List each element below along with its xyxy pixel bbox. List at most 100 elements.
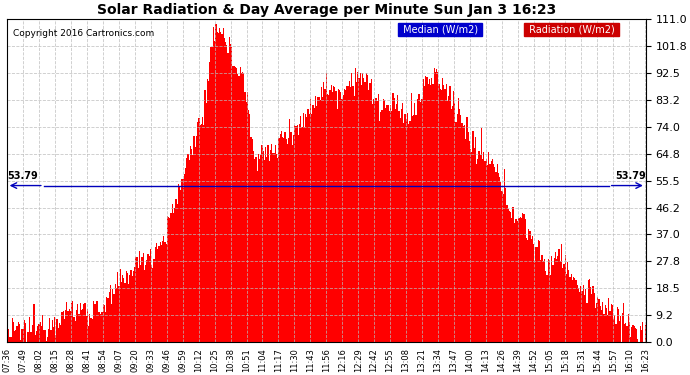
Bar: [631, 327, 633, 342]
Bar: [242, 72, 243, 342]
Bar: [417, 99, 418, 342]
Bar: [486, 159, 487, 342]
Bar: [499, 177, 500, 342]
Bar: [243, 73, 244, 342]
Bar: [174, 209, 175, 342]
Bar: [207, 79, 208, 342]
Bar: [567, 262, 568, 342]
Bar: [356, 81, 357, 342]
Bar: [129, 275, 130, 342]
Bar: [462, 123, 463, 342]
Bar: [292, 145, 293, 342]
Bar: [588, 280, 589, 342]
Bar: [157, 249, 158, 342]
Bar: [164, 242, 166, 342]
Bar: [483, 152, 484, 342]
Bar: [298, 135, 299, 342]
Bar: [50, 330, 52, 342]
Bar: [172, 204, 173, 342]
Bar: [615, 324, 617, 342]
Text: 53.79: 53.79: [615, 171, 646, 181]
Bar: [20, 340, 21, 342]
Bar: [199, 126, 201, 342]
Bar: [333, 86, 334, 342]
Bar: [163, 236, 164, 342]
Bar: [481, 128, 482, 342]
Bar: [630, 337, 631, 342]
Bar: [384, 100, 385, 342]
Bar: [476, 164, 477, 342]
Bar: [438, 84, 440, 342]
Bar: [324, 89, 326, 342]
Bar: [90, 318, 92, 342]
Bar: [231, 47, 233, 342]
Bar: [115, 285, 116, 342]
Bar: [411, 93, 412, 342]
Bar: [206, 103, 207, 342]
Bar: [633, 326, 635, 342]
Bar: [640, 326, 641, 342]
Bar: [564, 255, 566, 342]
Bar: [493, 164, 494, 342]
Bar: [213, 27, 214, 342]
Bar: [177, 204, 178, 342]
Bar: [528, 228, 529, 342]
Bar: [332, 92, 333, 342]
Bar: [444, 89, 446, 342]
Bar: [348, 81, 350, 342]
Bar: [101, 312, 103, 342]
Bar: [255, 157, 257, 342]
Bar: [600, 306, 601, 342]
Bar: [88, 326, 89, 342]
Bar: [388, 111, 390, 342]
Text: Radiation (W/m2): Radiation (W/m2): [526, 24, 618, 34]
Bar: [235, 67, 236, 342]
Bar: [198, 118, 199, 342]
Bar: [37, 326, 38, 342]
Bar: [641, 330, 642, 342]
Bar: [41, 326, 42, 342]
Bar: [555, 252, 556, 342]
Bar: [184, 174, 185, 342]
Bar: [540, 261, 542, 342]
Bar: [415, 114, 417, 342]
Bar: [288, 138, 289, 342]
Bar: [83, 304, 84, 342]
Bar: [127, 273, 128, 342]
Bar: [579, 292, 580, 342]
Bar: [214, 40, 215, 342]
Bar: [412, 116, 413, 342]
Bar: [279, 134, 281, 342]
Bar: [113, 294, 115, 342]
Bar: [409, 122, 411, 342]
Bar: [33, 304, 34, 342]
Bar: [9, 336, 10, 342]
Text: Copyright 2016 Cartronics.com: Copyright 2016 Cartronics.com: [13, 29, 155, 38]
Bar: [303, 113, 304, 342]
Bar: [604, 305, 606, 342]
Bar: [487, 165, 488, 342]
Bar: [607, 315, 608, 342]
Bar: [84, 303, 86, 342]
Bar: [362, 73, 363, 342]
Bar: [560, 261, 561, 342]
Bar: [143, 253, 144, 342]
Bar: [317, 97, 318, 342]
Bar: [397, 94, 398, 342]
Bar: [413, 115, 414, 342]
Bar: [323, 82, 324, 342]
Bar: [475, 138, 476, 342]
Bar: [209, 62, 210, 342]
Bar: [260, 155, 262, 342]
Bar: [428, 79, 430, 342]
Bar: [156, 243, 157, 342]
Bar: [130, 270, 132, 342]
Bar: [224, 38, 225, 342]
Bar: [63, 319, 65, 342]
Bar: [372, 105, 373, 342]
Bar: [162, 242, 163, 342]
Bar: [606, 308, 607, 342]
Bar: [197, 122, 198, 342]
Bar: [342, 99, 343, 342]
Bar: [132, 276, 133, 342]
